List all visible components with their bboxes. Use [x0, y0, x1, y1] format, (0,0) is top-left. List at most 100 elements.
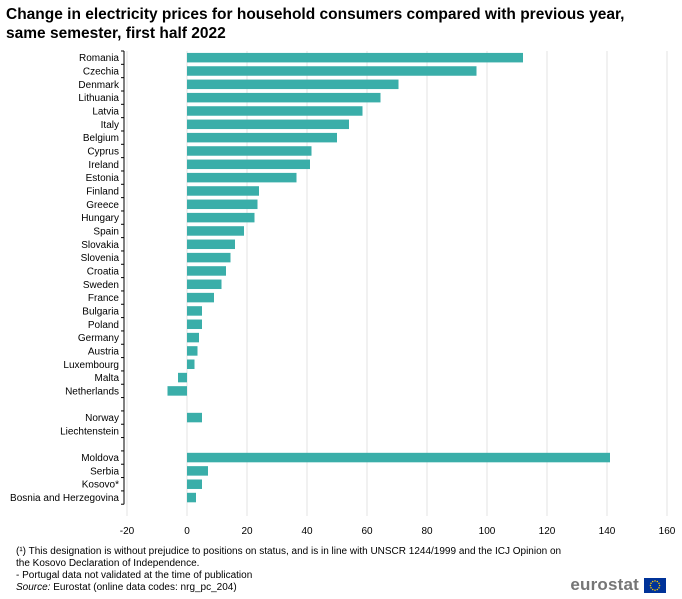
- category-label: Finland: [86, 186, 119, 197]
- category-label: Poland: [88, 320, 119, 331]
- category-label: Hungary: [81, 213, 119, 224]
- eu-flag-icon: [644, 577, 666, 593]
- footnotes: (¹) This designation is without prejudic…: [16, 546, 576, 594]
- bar-czechia: [187, 66, 477, 76]
- bar-chart: Romania Czechia Denmark Lithuania Latvia Ital…: [10, 50, 676, 537]
- flag-star: [656, 588, 659, 590]
- x-tick-label: 120: [539, 526, 556, 537]
- category-label: Czechia: [83, 66, 120, 77]
- bar-austria: [187, 346, 198, 356]
- category-label: Estonia: [86, 173, 120, 184]
- category-label: France: [88, 293, 120, 304]
- bar-estonia: [187, 172, 297, 183]
- category-label: Romania: [79, 53, 119, 64]
- category-label: Slovenia: [81, 253, 120, 264]
- bar-norway: [187, 412, 202, 423]
- category-label: Liechtenstein: [60, 426, 119, 437]
- category-label: Lithuania: [78, 93, 119, 104]
- eurostat-wordmark: eurostat: [570, 575, 639, 594]
- x-tick-label: 100: [479, 526, 496, 537]
- chart-title: Change in electricity prices for househo…: [6, 6, 625, 42]
- bar-luxembourg: [187, 359, 195, 370]
- bar-latvia: [187, 106, 363, 116]
- source-label: Source:: [16, 582, 51, 593]
- flag-star: [658, 584, 661, 586]
- category-axis: [121, 50, 125, 505]
- bar-poland: [187, 319, 202, 330]
- bar-lithuania: [187, 92, 381, 103]
- category-label: Denmark: [78, 80, 120, 91]
- flag-background: [644, 577, 666, 593]
- bar-germany: [187, 332, 199, 343]
- flag-star: [650, 586, 652, 589]
- bar-italy: [187, 119, 349, 130]
- flag-star: [651, 580, 654, 582]
- source-line: Source: Eurostat (online data codes: nrg…: [16, 582, 576, 594]
- bar-sweden: [187, 279, 222, 290]
- bar-ireland: [187, 159, 310, 170]
- category-label: Croatia: [87, 266, 120, 277]
- x-tick-label: 40: [301, 526, 313, 537]
- flag-star: [649, 584, 652, 586]
- category-label: Netherlands: [65, 386, 119, 397]
- value-axis-ticks: -20 0 20 40 60 80 100 120 140 160: [120, 526, 676, 537]
- eurostat-logo: eurostat: [570, 575, 666, 595]
- category-label: Moldova: [81, 453, 119, 464]
- category-label: Ireland: [88, 160, 119, 171]
- x-tick-label: -20: [120, 526, 135, 537]
- category-label: Cyprus: [87, 146, 119, 157]
- category-label: Bulgaria: [82, 306, 119, 317]
- category-label: Spain: [93, 226, 119, 237]
- flag-star: [658, 586, 660, 589]
- flag-star: [658, 581, 660, 584]
- flag-star: [654, 579, 656, 582]
- category-label: Germany: [78, 333, 119, 344]
- bar-finland: [187, 186, 259, 196]
- category-label: Kosovo*: [82, 480, 119, 491]
- bar-romania: [187, 52, 523, 63]
- category-label: Bosnia and Herzegovina: [10, 493, 119, 504]
- bar-kosovo-: [187, 479, 202, 489]
- bar-cyprus: [187, 146, 312, 156]
- category-label: Luxembourg: [63, 360, 119, 371]
- bar-moldova: [187, 452, 610, 463]
- category-label: Norway: [85, 413, 119, 424]
- category-label: Malta: [95, 373, 120, 384]
- category-label: Latvia: [92, 106, 119, 117]
- source-text: Eurostat (online data codes: nrg_pc_204): [50, 582, 237, 593]
- bar-bulgaria: [187, 306, 202, 316]
- bar-netherlands: [167, 386, 187, 396]
- category-label: Greece: [86, 200, 119, 211]
- bars: [167, 52, 610, 503]
- flag-star: [650, 581, 652, 584]
- bar-bosnia-and-herzegovina: [187, 492, 196, 503]
- bar-spain: [187, 226, 244, 236]
- x-tick-label: 60: [361, 526, 373, 537]
- bar-malta: [178, 372, 187, 383]
- category-label: Belgium: [83, 133, 119, 144]
- flag-star: [654, 588, 656, 591]
- flag-star: [656, 580, 659, 582]
- x-tick-label: 140: [599, 526, 616, 537]
- category-label: Italy: [101, 120, 119, 131]
- x-tick-label: 160: [659, 526, 676, 537]
- bar-hungary: [187, 212, 255, 223]
- bar-slovakia: [187, 239, 235, 250]
- x-tick-label: 80: [421, 526, 433, 537]
- bar-slovenia: [187, 252, 231, 263]
- bar-denmark: [187, 79, 399, 90]
- category-label: Slovakia: [81, 240, 119, 251]
- bar-croatia: [187, 266, 226, 276]
- bar-serbia: [187, 466, 208, 476]
- category-label: Sweden: [83, 280, 119, 291]
- category-label: Serbia: [90, 466, 119, 477]
- x-tick-label: 20: [241, 526, 253, 537]
- category-labels: Romania Czechia Denmark Lithuania Latvia Ital…: [10, 53, 120, 504]
- bar-greece: [187, 199, 258, 210]
- x-tick-label: 0: [184, 526, 190, 537]
- footnote-portugal: - Portugal data not validated at the tim…: [16, 570, 253, 581]
- bar-belgium: [187, 132, 337, 143]
- footnote-kosovo: (¹) This designation is without prejudic…: [16, 546, 562, 569]
- category-label: Austria: [88, 346, 120, 357]
- flag-star: [651, 588, 654, 590]
